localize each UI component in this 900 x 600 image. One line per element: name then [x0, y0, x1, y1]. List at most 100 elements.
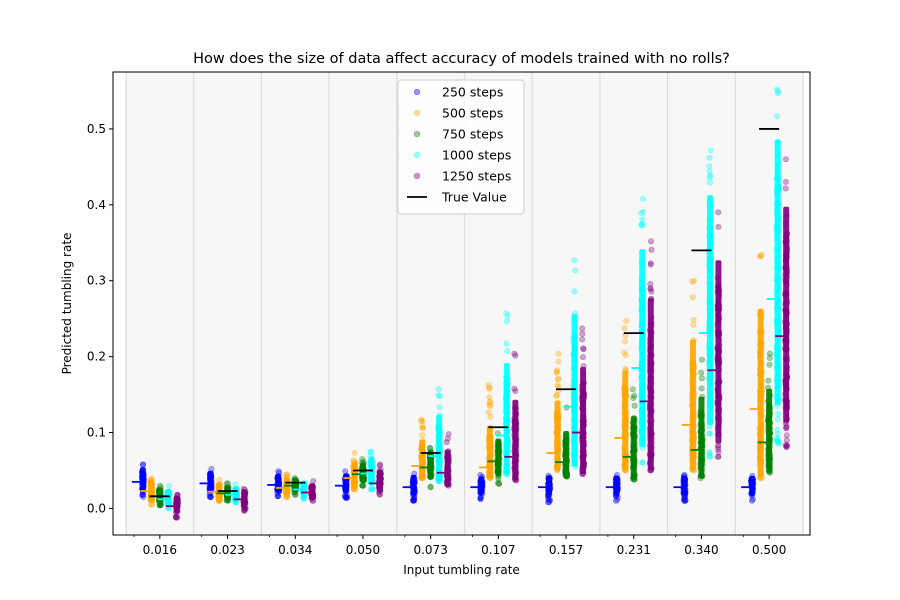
data-point [622, 352, 629, 359]
data-point [773, 86, 780, 93]
data-point [571, 288, 578, 295]
data-point [579, 336, 586, 343]
data-point [377, 461, 384, 468]
data-point [639, 222, 646, 229]
data-point [706, 163, 713, 170]
x-tick-label: 0.157 [549, 543, 583, 557]
data-point [748, 497, 755, 504]
data-point [639, 459, 646, 466]
data-point [783, 423, 790, 430]
x-tick-label: 0.023 [210, 543, 244, 557]
data-point-cluster [639, 249, 646, 448]
data-point [292, 491, 299, 498]
data-point [435, 386, 442, 393]
data-point [343, 494, 350, 501]
data-point-cluster [495, 438, 502, 477]
data-point-cluster [715, 260, 722, 444]
data-point-cluster [351, 461, 358, 490]
data-point [241, 507, 248, 514]
data-point [140, 461, 147, 468]
data-point [640, 195, 647, 202]
data-point [766, 350, 773, 357]
data-point [621, 325, 628, 332]
data-point-cluster [165, 489, 172, 507]
y-tick-label: 0.0 [87, 501, 106, 515]
chart-title: How does the size of data affect accurac… [193, 51, 730, 67]
data-point [418, 416, 425, 423]
data-point [690, 316, 697, 323]
data-point [554, 376, 561, 383]
data-point-cluster [292, 478, 299, 491]
data-point [579, 325, 586, 332]
data-point [172, 513, 179, 520]
data-point-cluster [563, 431, 570, 477]
data-point-cluster [300, 482, 307, 495]
legend-marker [413, 109, 421, 117]
data-point [689, 294, 696, 301]
data-point [782, 178, 789, 185]
data-point [698, 369, 705, 376]
data-point [419, 418, 426, 425]
legend-marker [413, 130, 421, 138]
data-point [572, 267, 579, 274]
data-point [503, 340, 510, 347]
data-point [638, 220, 645, 227]
data-point [504, 348, 511, 355]
data-point [147, 501, 154, 508]
x-axis: 0.016 0.023 0.034 0.050 0.073 0.107 0.157 0.231… [133, 535, 786, 557]
data-point [496, 481, 503, 488]
data-point [274, 493, 281, 500]
data-point [343, 494, 350, 501]
data-point [706, 430, 713, 437]
data-point [343, 494, 350, 501]
data-point [553, 393, 560, 400]
legend-label: 750 steps [442, 127, 503, 142]
data-point [157, 501, 164, 508]
data-point [707, 172, 714, 179]
data-point [579, 330, 586, 337]
y-tick-label: 0.4 [87, 198, 106, 212]
data-point [774, 426, 781, 433]
data-point [706, 449, 713, 456]
legend-label: 1000 steps [442, 148, 511, 163]
data-point [623, 317, 630, 324]
data-point [436, 393, 443, 400]
category-band [126, 72, 194, 535]
data-point [369, 486, 376, 493]
data-point [706, 174, 713, 181]
data-point-cluster [630, 416, 637, 480]
data-point-cluster [580, 366, 587, 475]
category-band [261, 72, 330, 535]
data-point [698, 356, 705, 363]
data-point [485, 381, 492, 388]
data-point-cluster [444, 449, 451, 486]
data-point [756, 253, 763, 260]
data-point [773, 436, 780, 443]
data-point [782, 156, 789, 163]
data-point [784, 442, 791, 449]
data-point-cluster [478, 476, 485, 495]
data-point [758, 251, 765, 258]
data-point-cluster [766, 388, 773, 473]
data-point [477, 494, 484, 501]
true-value-markers [149, 128, 780, 498]
category-band [329, 72, 397, 535]
data-point [682, 497, 689, 504]
data-point [495, 475, 502, 482]
data-point [300, 493, 307, 500]
data-point [553, 369, 560, 376]
data-point [359, 456, 366, 463]
data-point [139, 461, 146, 468]
data-point [494, 479, 501, 486]
legend-box [397, 79, 525, 215]
data-point-cluster [774, 139, 781, 406]
y-axis-label: Predicted tumbling rate [60, 233, 74, 375]
data-point-cluster [749, 475, 756, 495]
data-point [554, 381, 561, 388]
data-point-cluster [139, 467, 146, 492]
data-point [241, 506, 248, 513]
data-point [545, 496, 552, 503]
data-point [706, 168, 713, 175]
data-point [765, 377, 772, 384]
